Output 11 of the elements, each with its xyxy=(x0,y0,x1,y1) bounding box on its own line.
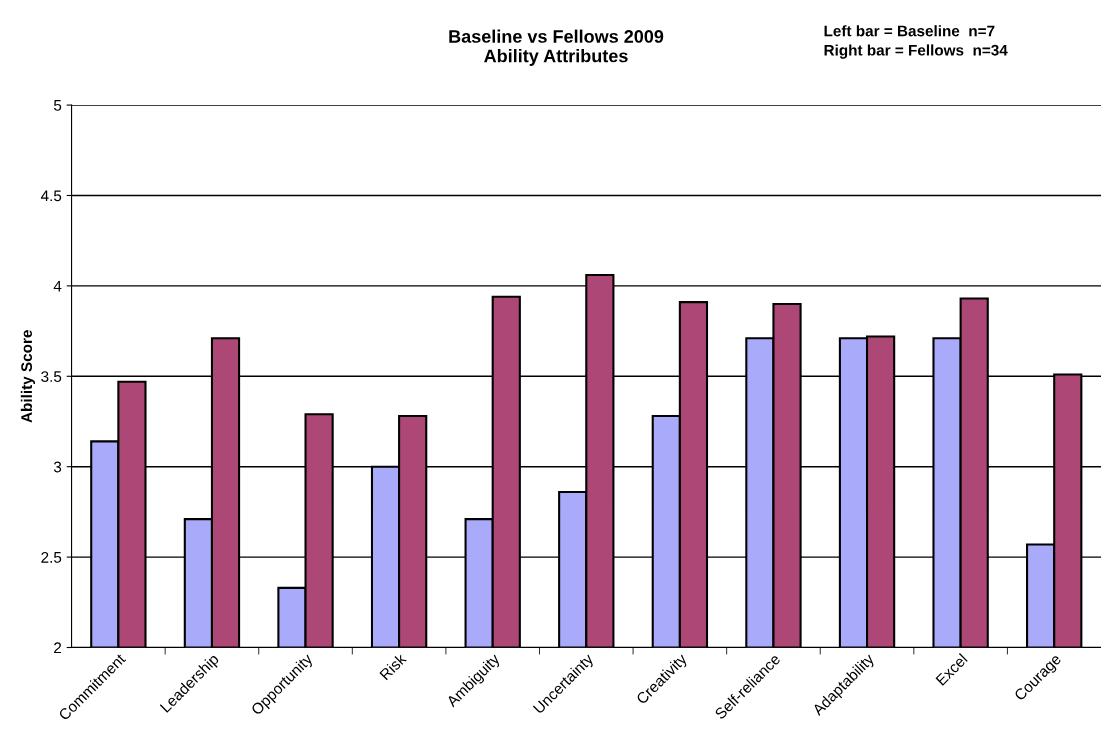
y-tick-label: 2.5 xyxy=(41,551,62,563)
y-tick-label: 2 xyxy=(54,642,62,654)
y-tick-label: 4.5 xyxy=(40,190,62,202)
y-tick-label: 3 xyxy=(53,461,62,473)
y-tick-label: 3.5 xyxy=(41,371,62,382)
y-tick-label: 4 xyxy=(53,280,62,292)
y-tick-label: 5 xyxy=(53,100,62,111)
chart-title: Baseline vs Fellows 2009 Ability Attributes xyxy=(449,29,664,66)
y-axis-title: Ability Score xyxy=(20,330,36,423)
text: Left bar = Baseline n=7 Right bar = Fellows n=34 xyxy=(824,25,1008,59)
x-tick-label: Risk xyxy=(378,652,408,681)
